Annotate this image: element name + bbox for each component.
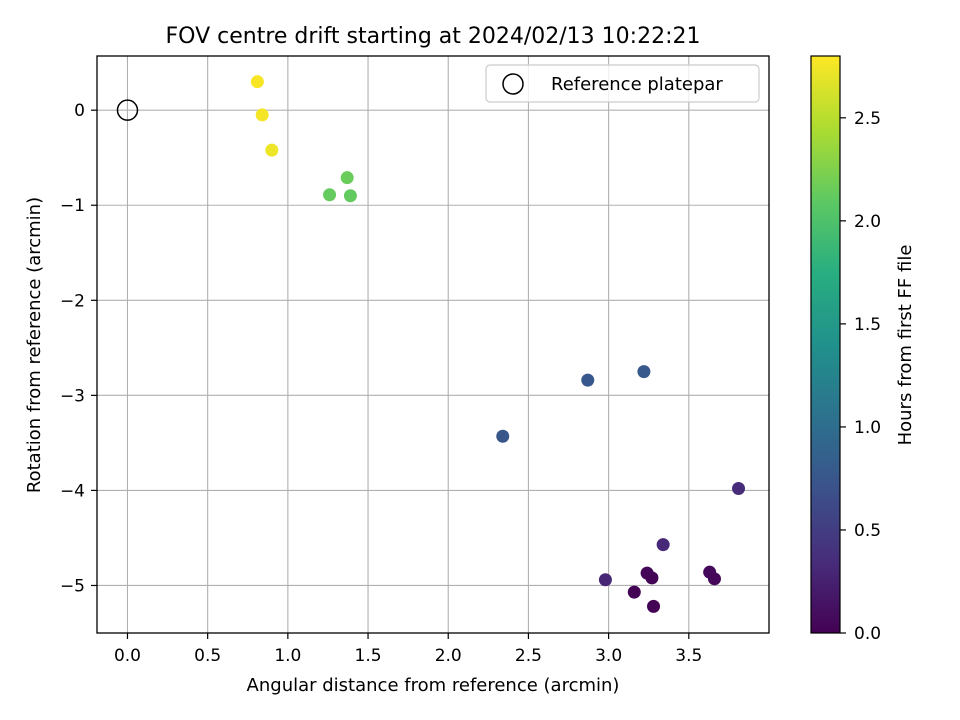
y-tick-label: −1 <box>60 196 85 216</box>
data-point <box>656 538 670 552</box>
data-point <box>627 585 641 599</box>
data-point <box>323 188 337 202</box>
colorbar-gradient <box>810 55 841 634</box>
reference-marker-layer <box>116 99 139 121</box>
colorbar-ticks: 0.0 0.5 1.0 1.5 2.0 2.5 <box>840 109 881 644</box>
x-tick-label: 1.5 <box>355 646 382 666</box>
data-point <box>343 189 357 203</box>
x-tick-label: 2.0 <box>435 646 462 666</box>
legend-box <box>485 64 760 103</box>
colorbar: 0.0 0.5 1.0 1.5 2.0 2.5 Hours from first FF f… <box>810 55 916 644</box>
data-points <box>250 75 746 613</box>
y-tick-label: 0 <box>74 101 85 121</box>
data-point <box>598 573 612 587</box>
grid <box>97 56 769 633</box>
colorbar-tick-label: 0.0 <box>854 624 881 644</box>
y-tick-label: −5 <box>60 576 85 596</box>
y-tick-label: −2 <box>60 291 85 311</box>
legend-label: Reference platepar <box>551 74 723 95</box>
colorbar-label: Hours from first FF file <box>895 245 916 446</box>
legend-reference-marker <box>502 73 524 95</box>
plot-frame <box>96 55 770 634</box>
colorbar-tick-label: 1.0 <box>854 418 881 438</box>
reference-platepar-marker <box>116 99 139 121</box>
data-point <box>496 429 510 443</box>
data-point <box>647 599 661 613</box>
data-point <box>581 373 595 387</box>
x-tick-label: 0.5 <box>194 646 221 666</box>
x-axis-ticks: 0.0 0.5 1.0 1.5 2.0 2.5 3.0 3.5 <box>114 633 702 666</box>
y-axis-ticks: 0 −1 −2 −3 −4 −5 <box>60 101 97 596</box>
data-point <box>255 108 269 122</box>
legend: Reference platepar <box>485 64 760 103</box>
colorbar-tick-label: 1.5 <box>854 315 881 335</box>
colorbar-tick-label: 0.5 <box>854 521 881 541</box>
colorbar-tick-label: 2.5 <box>854 109 881 129</box>
x-axis-label: Angular distance from reference (arcmin) <box>247 675 620 696</box>
data-point <box>707 572 721 586</box>
x-tick-label: 1.0 <box>274 646 301 666</box>
chart-title: FOV centre drift starting at 2024/02/13 … <box>166 24 701 49</box>
x-tick-label: 2.5 <box>515 646 542 666</box>
y-tick-label: −4 <box>60 481 85 501</box>
data-point <box>340 171 354 185</box>
data-point <box>645 571 659 585</box>
data-point <box>250 75 264 89</box>
y-tick-label: −3 <box>60 386 85 406</box>
x-tick-label: 3.5 <box>675 646 702 666</box>
data-point <box>265 143 279 157</box>
y-axis-label: Rotation from reference (arcmin) <box>24 197 45 493</box>
colorbar-tick-label: 2.0 <box>854 212 881 232</box>
data-point <box>637 365 651 379</box>
plot-area <box>97 56 769 633</box>
data-point <box>732 482 746 496</box>
x-tick-label: 0.0 <box>114 646 141 666</box>
x-tick-label: 3.0 <box>595 646 622 666</box>
